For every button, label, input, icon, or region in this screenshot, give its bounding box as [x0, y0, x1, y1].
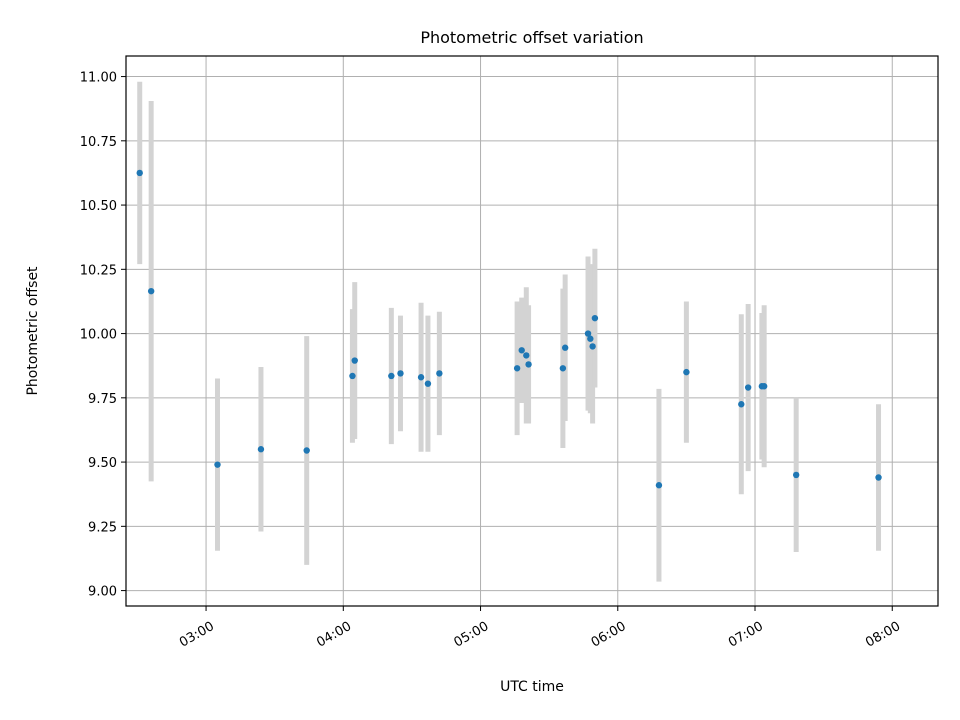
y-tick-label: 10.25	[80, 263, 117, 278]
data-point	[424, 380, 432, 387]
y-tick-label: 10.75	[80, 135, 117, 150]
y-tick-label: 10.50	[80, 199, 117, 214]
chart-title: Photometric offset variation	[420, 28, 643, 47]
data-point	[388, 372, 395, 380]
plot-frame	[125, 55, 939, 607]
data-point	[559, 365, 567, 372]
data-point	[561, 344, 569, 351]
y-axis-ticks: 9.00 9.25 9.50 9.75 10.00 10.25 10.50 10.75 11.0…	[80, 71, 126, 600]
y-axis-label: Photometric offset	[25, 266, 41, 396]
data-point	[792, 471, 800, 479]
data-point	[257, 446, 265, 453]
x-axis-label: UTC time	[500, 679, 564, 695]
data-point	[875, 474, 882, 481]
data-point	[744, 384, 752, 391]
data-point	[136, 169, 143, 177]
data-point	[523, 352, 530, 359]
data-point	[436, 370, 443, 377]
data-points	[136, 169, 882, 489]
data-point	[214, 461, 221, 468]
data-point	[417, 374, 425, 381]
y-tick-label: 9.00	[88, 585, 117, 600]
y-tick-label: 9.25	[88, 520, 117, 535]
data-point	[683, 368, 690, 376]
data-point	[589, 343, 596, 350]
data-point	[591, 314, 599, 322]
data-point	[513, 365, 521, 372]
data-point	[397, 370, 404, 377]
data-point	[147, 287, 155, 295]
data-point	[349, 372, 356, 380]
data-point	[760, 383, 768, 390]
y-tick-label: 9.50	[88, 456, 117, 471]
y-tick-label: 11.00	[80, 71, 117, 86]
data-point	[738, 401, 745, 408]
data-point	[655, 482, 663, 489]
grid	[126, 56, 938, 606]
data-point	[584, 330, 592, 337]
data-point	[525, 361, 532, 368]
y-tick-label: 9.75	[88, 392, 117, 407]
data-point	[518, 347, 525, 354]
data-point	[303, 447, 310, 454]
data-point	[587, 335, 594, 342]
data-point	[351, 357, 358, 364]
y-tick-label: 10.00	[80, 328, 117, 343]
